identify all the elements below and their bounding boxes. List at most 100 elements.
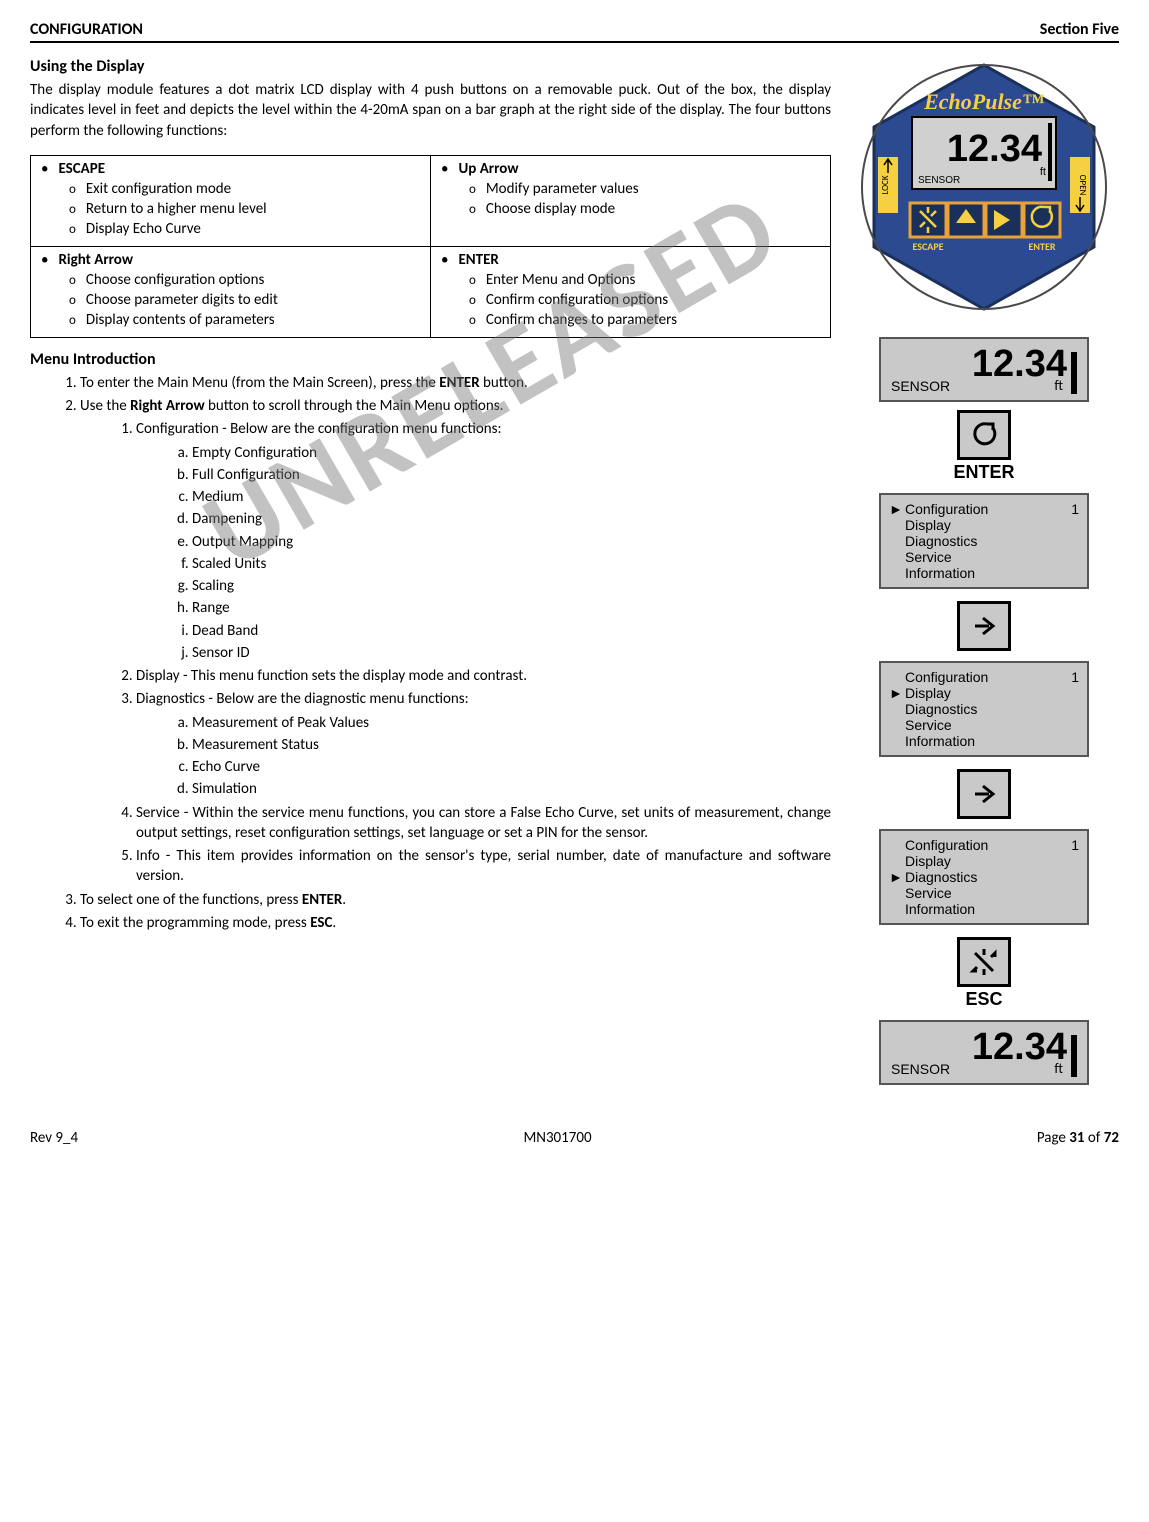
cfg-item: Sensor ID xyxy=(192,643,831,663)
menu-screen-display: 1 Configuration ►Display Diagnostics Ser… xyxy=(879,661,1089,757)
substep-display: Display - This menu function sets the di… xyxy=(136,666,831,686)
cfg-item: Dead Band xyxy=(192,621,831,641)
menu-item: Information xyxy=(905,901,975,917)
device-brand: EchoPulse™ xyxy=(923,89,1045,114)
esc-caption: ESC xyxy=(849,989,1119,1010)
substep-config: Configuration - Below are the configurat… xyxy=(136,419,831,663)
device-sensor: SENSOR xyxy=(918,175,960,186)
footer-docnum: MN301700 xyxy=(523,1129,591,1147)
esc-key-icon xyxy=(957,937,1011,987)
device-illustration: EchoPulse™ 12.34 ft SENSOR LOCK OPEN xyxy=(854,57,1114,317)
substep-info: Info - This item provides information on… xyxy=(136,846,831,887)
table-cell-uparrow: Up Arrow Modify parameter values Choose … xyxy=(431,155,831,246)
menu-item: Information xyxy=(905,565,975,581)
menu-page-num: 1 xyxy=(1071,837,1079,853)
cell-item: Choose display mode xyxy=(469,200,824,218)
cfg-item: Output Mapping xyxy=(192,532,831,552)
table-cell-escape: ESCAPE Exit configuration mode Return to… xyxy=(31,155,431,246)
enter-caption: ENTER xyxy=(849,462,1119,483)
button-function-table: ESCAPE Exit configuration mode Return to… xyxy=(30,155,831,338)
device-enter-button xyxy=(1024,203,1060,237)
menu-item: Diagnostics xyxy=(905,869,977,885)
footer-rev: Rev 9_4 xyxy=(30,1129,78,1147)
diag-item: Measurement Status xyxy=(192,735,831,755)
step-4: To exit the programming mode, press ESC. xyxy=(80,913,831,933)
header-right: Section Five xyxy=(1040,20,1119,39)
menu-screen-diagnostics: 1 Configuration Display ►Diagnostics Ser… xyxy=(879,829,1089,925)
lock-label: LOCK xyxy=(880,175,891,194)
device-value: 12.34 xyxy=(947,128,1042,170)
menu-screen-config: 1 ►Configuration Display Diagnostics Ser… xyxy=(879,493,1089,589)
right-arrow-key-icon xyxy=(957,601,1011,651)
page-header: CONFIGURATION Section Five xyxy=(30,20,1119,43)
cfg-item: Scaled Units xyxy=(192,554,831,574)
cell-item: Enter Menu and Options xyxy=(469,271,824,289)
cell-item: Display Echo Curve xyxy=(69,220,424,238)
level-bar-icon xyxy=(1071,352,1077,394)
step-3: To select one of the functions, press EN… xyxy=(80,890,831,910)
intro-body: The display module features a dot matrix… xyxy=(30,80,831,141)
intro-title: Using the Display xyxy=(30,57,831,76)
lcd-unit: ft xyxy=(1054,1060,1063,1077)
cfg-item: Range xyxy=(192,598,831,618)
cell-item: Confirm changes to parameters xyxy=(469,311,824,329)
device-escape-button xyxy=(910,203,946,237)
right-arrow-key-icon xyxy=(957,769,1011,819)
enter-label: ENTER xyxy=(1029,240,1056,253)
cell-item: Modify parameter values xyxy=(469,180,824,198)
lcd-unit: ft xyxy=(1054,377,1063,394)
substep-diagnostics: Diagnostics - Below are the diagnostic m… xyxy=(136,689,831,799)
menu-item: Configuration xyxy=(905,837,988,853)
footer-page: Page 31 of 72 xyxy=(1037,1129,1119,1147)
menu-intro-title: Menu Introduction xyxy=(30,350,831,369)
cell-title: Up Arrow xyxy=(458,160,518,178)
substep-service: Service - Within the service menu functi… xyxy=(136,803,831,844)
cell-item: Return to a higher menu level xyxy=(69,200,424,218)
menu-item: Diagnostics xyxy=(905,701,977,717)
menu-item: Configuration xyxy=(905,501,988,517)
diag-item: Simulation xyxy=(192,779,831,799)
cell-item: Choose configuration options xyxy=(69,271,424,289)
level-bar-icon xyxy=(1071,1035,1077,1077)
header-left: CONFIGURATION xyxy=(30,20,143,39)
cfg-item: Empty Configuration xyxy=(192,443,831,463)
device-right-button xyxy=(986,203,1022,237)
device-unit: ft xyxy=(1040,166,1046,178)
escape-label: ESCAPE xyxy=(912,240,943,253)
menu-item: Service xyxy=(905,885,952,901)
table-cell-enter: ENTER Enter Menu and Options Confirm con… xyxy=(431,246,831,337)
menu-steps-list: To enter the Main Menu (from the Main Sc… xyxy=(30,373,831,933)
menu-item: Information xyxy=(905,733,975,749)
cfg-item: Full Configuration xyxy=(192,465,831,485)
open-label: OPEN xyxy=(1077,175,1088,196)
table-cell-rightarrow: Right Arrow Choose configuration options… xyxy=(31,246,431,337)
step-2: Use the Right Arrow button to scroll thr… xyxy=(80,396,831,887)
menu-item: Display xyxy=(905,685,951,701)
enter-key-icon xyxy=(957,410,1011,460)
cell-title: Right Arrow xyxy=(58,251,133,269)
menu-item: Diagnostics xyxy=(905,533,977,549)
lcd-sensor: SENSOR xyxy=(891,1061,950,1077)
cell-item: Choose parameter digits to edit xyxy=(69,291,424,309)
cfg-item: Scaling xyxy=(192,576,831,596)
menu-item: Configuration xyxy=(905,669,988,685)
diag-item: Echo Curve xyxy=(192,757,831,777)
menu-page-num: 1 xyxy=(1071,501,1079,517)
lcd-sensor: SENSOR xyxy=(891,378,950,394)
cell-item: Confirm configuration options xyxy=(469,291,824,309)
device-up-button xyxy=(948,203,984,237)
cell-item: Display contents of parameters xyxy=(69,311,424,329)
cfg-item: Medium xyxy=(192,487,831,507)
main-screen-display-bottom: 12.34 SENSORft xyxy=(879,1020,1089,1085)
main-screen-display: 12.34 SENSORft xyxy=(879,337,1089,402)
menu-item: Service xyxy=(905,549,952,565)
diag-item: Measurement of Peak Values xyxy=(192,713,831,733)
cfg-item: Dampening xyxy=(192,509,831,529)
cell-title: ENTER xyxy=(458,251,498,269)
page-footer: Rev 9_4 MN301700 Page 31 of 72 xyxy=(30,1129,1119,1147)
menu-item: Display xyxy=(905,517,951,533)
menu-item: Display xyxy=(905,853,951,869)
cell-item: Exit configuration mode xyxy=(69,180,424,198)
menu-item: Service xyxy=(905,717,952,733)
step-1: To enter the Main Menu (from the Main Sc… xyxy=(80,373,831,393)
